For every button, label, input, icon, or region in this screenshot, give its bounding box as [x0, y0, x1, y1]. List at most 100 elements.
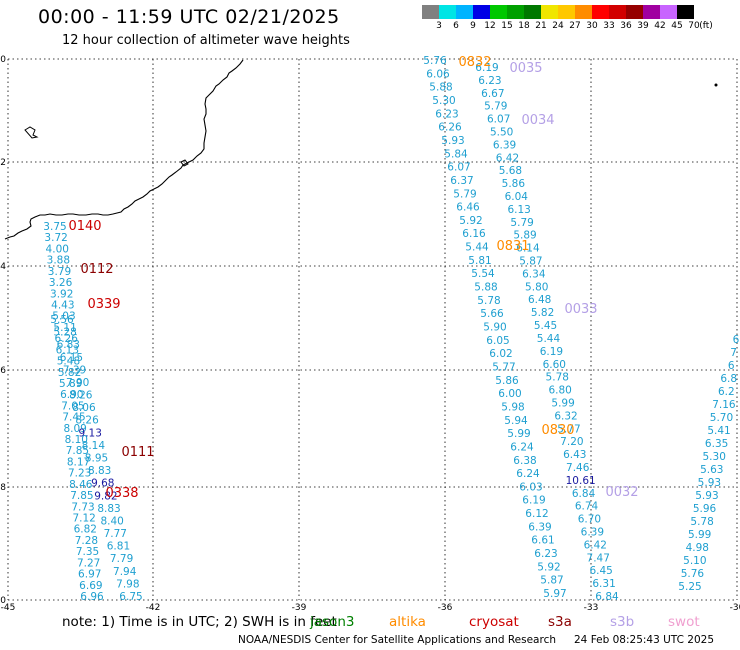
- legend-swatch: [575, 5, 592, 19]
- satellite-name-s3b: s3b: [610, 614, 635, 630]
- track-b-value: 6.67: [481, 88, 504, 100]
- track-b-value: 5.44: [537, 333, 561, 345]
- track-a-value: 5.88: [429, 82, 452, 94]
- track-a-value: 5.90: [483, 322, 506, 334]
- legend-swatch: [473, 5, 490, 19]
- island-dot: [714, 83, 718, 87]
- track-a-value: 5.88: [474, 282, 497, 294]
- track-a-value: 6.02: [489, 348, 512, 360]
- pass-time-label: 0832: [458, 55, 491, 70]
- pass-time-label: 0032: [605, 485, 638, 500]
- legend-swatch: [456, 5, 473, 19]
- track-c-value: 5.10: [683, 555, 706, 567]
- track-d-value: 7.73: [71, 501, 94, 513]
- lat-label: -30: [0, 596, 6, 606]
- legend-label: 70: [688, 21, 700, 31]
- track-b-value: 6.31: [592, 578, 615, 590]
- track-a-value: 5.79: [453, 188, 476, 200]
- track-a-value: 6.16: [462, 228, 486, 240]
- track-a-value: 6.23: [435, 108, 458, 120]
- legend-label: 6: [453, 21, 459, 31]
- track-b-value: 5.86: [502, 178, 526, 190]
- lon-label: -45: [1, 603, 16, 612]
- track-e-value: 9.82: [94, 490, 117, 502]
- note-text: note: 1) Time is in UTC; 2) SWH is in fe…: [62, 614, 337, 630]
- track-b-value: 5.82: [531, 307, 554, 319]
- track-a-value: 6.06: [426, 68, 450, 80]
- lat-label: -24: [0, 262, 6, 272]
- legend-swatch: [507, 5, 524, 19]
- satellite-name-jason3: jason3: [310, 614, 355, 630]
- track-b-value: 6.32: [554, 410, 577, 422]
- track-b-value: 5.89: [513, 230, 536, 242]
- footer: NOAA/NESDIS Center for Satellite Applica…: [238, 634, 714, 646]
- legend-label: 45: [671, 21, 683, 31]
- island: [180, 159, 189, 167]
- lon-label: -33: [584, 603, 599, 612]
- timestamp-text: 24 Feb 08:25:43 UTC 2025: [574, 634, 714, 646]
- legend-swatch: [660, 5, 677, 19]
- track-c-value: 5.78: [690, 516, 713, 528]
- pass-time-label: 0111: [121, 445, 154, 460]
- track-b-value: 6.34: [522, 268, 546, 280]
- legend-label: 42: [654, 21, 666, 31]
- track-d-value: 8.46: [69, 479, 93, 491]
- track-a-value: 5.92: [459, 215, 482, 227]
- track-e-value: 7.39: [63, 364, 86, 376]
- track-a-value: 5.44: [465, 242, 489, 254]
- legend-swatch: [592, 5, 609, 19]
- legend-swatch: [626, 5, 643, 19]
- legend-swatch: [677, 5, 694, 19]
- track-a-value: 6.12: [525, 508, 548, 520]
- track-b-value: 5.45: [534, 320, 557, 332]
- legend-swatch: [439, 5, 456, 19]
- track-a-value: 6.37: [450, 175, 473, 187]
- legend-swatch: [524, 5, 541, 19]
- legend-swatch: [541, 5, 558, 19]
- track-e-value: 7.90: [66, 377, 89, 389]
- track-d-value: 5.11: [53, 322, 76, 334]
- track-b-value: 5.87: [519, 256, 542, 268]
- track-c-value: 5.30: [703, 451, 726, 463]
- note-line: note: 1) Time is in UTC; 2) SWH is in fe…: [62, 614, 337, 630]
- lon-label: -39: [292, 603, 307, 612]
- pass-time-label: 0033: [564, 302, 597, 317]
- track-b-value: 6.60: [543, 359, 566, 371]
- lon-label: -30: [730, 603, 740, 612]
- track-d-value: 5.48: [57, 356, 80, 368]
- track-c-value: 6.35: [705, 438, 728, 450]
- track-d-value: 6.82: [74, 524, 97, 536]
- track-a-value: 6.39: [528, 521, 551, 533]
- track-b-value: 6.84: [595, 591, 619, 603]
- track-a-value: 6.38: [513, 455, 536, 467]
- satellite-name-cryosat: cryosat: [469, 614, 519, 630]
- track-d-value: 5.82: [58, 367, 81, 379]
- legend-label: 18: [518, 21, 530, 31]
- track-d-value: 8.17: [67, 456, 90, 468]
- legend-label: 15: [501, 21, 513, 31]
- track-d-value: 6.97: [78, 569, 101, 581]
- track-b-value: 6.19: [540, 346, 563, 358]
- legend-swatch: [643, 5, 660, 19]
- track-d-value: 4.00: [46, 243, 69, 255]
- track-b-value: 6.39: [493, 139, 516, 151]
- track-b-value: 6.04: [505, 191, 529, 203]
- legend-unit: (ft): [699, 21, 713, 31]
- track-b-value: 6.13: [507, 204, 530, 216]
- lat-lon-grid: [7, 58, 738, 601]
- track-a-value: 5.97: [543, 588, 566, 600]
- track-a-value: 6.19: [522, 495, 545, 507]
- lat-label: -22: [0, 158, 6, 168]
- satellite-name-altika: altika: [389, 614, 426, 630]
- track-e-value: 9.13: [79, 427, 102, 439]
- satellite-name-s3a: s3a: [548, 614, 572, 630]
- track-a-value: 5.93: [441, 135, 464, 147]
- track-e-value: 7.77: [104, 528, 127, 540]
- track-c-value: 6.2: [718, 386, 735, 398]
- lat-label: -20: [0, 55, 6, 65]
- track-b-value: 6.42: [584, 539, 607, 551]
- legend-label: 27: [569, 21, 581, 31]
- satellite-name-swot: swot: [668, 614, 700, 630]
- track-e-value: 8.40: [100, 515, 123, 527]
- track-d-value: 3.88: [47, 255, 70, 267]
